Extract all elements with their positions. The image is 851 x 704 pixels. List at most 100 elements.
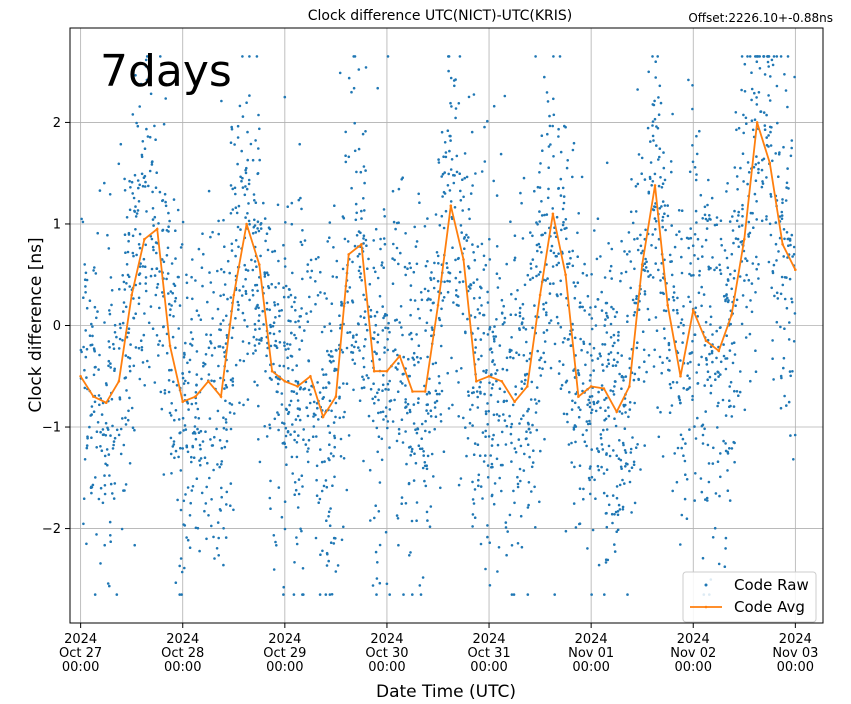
code-raw-point — [357, 68, 361, 71]
code-raw-point — [561, 186, 565, 190]
code-raw-point — [109, 540, 112, 543]
code-raw-point — [636, 443, 639, 446]
code-raw-point — [777, 250, 780, 253]
code-raw-point — [614, 424, 618, 428]
code-raw-point — [319, 270, 322, 274]
code-raw-point — [152, 224, 155, 227]
code-raw-point — [624, 411, 627, 414]
code-raw-point — [277, 413, 280, 417]
code-raw-point — [151, 245, 155, 249]
code-raw-point — [155, 334, 159, 337]
code-raw-point — [671, 295, 675, 299]
code-raw-point — [790, 139, 794, 142]
code-raw-point — [726, 450, 729, 454]
code-raw-point — [414, 245, 418, 248]
code-raw-point — [516, 542, 520, 545]
code-raw-point — [112, 342, 115, 346]
code-raw-point — [254, 349, 257, 352]
code-raw-point — [542, 307, 545, 311]
code-raw-point — [493, 340, 496, 343]
code-raw-point — [190, 460, 193, 464]
code-raw-point — [592, 402, 596, 406]
code-raw-point — [609, 264, 613, 268]
code-raw-point — [218, 465, 221, 469]
x-tick-label: Oct 29 — [263, 646, 306, 661]
code-raw-point — [661, 455, 665, 458]
code-raw-point — [637, 308, 641, 312]
code-raw-point — [751, 262, 755, 265]
code-raw-point — [189, 501, 192, 505]
code-raw-point — [493, 363, 496, 366]
code-raw-point — [726, 182, 729, 185]
code-raw-point — [136, 209, 140, 212]
code-raw-point — [735, 390, 739, 393]
code-raw-point — [538, 171, 541, 174]
code-raw-point — [162, 122, 166, 126]
code-avg-point — [309, 375, 312, 378]
code-raw-point — [586, 351, 589, 354]
code-raw-point — [101, 501, 105, 505]
code-raw-point — [444, 155, 448, 159]
code-raw-point — [783, 73, 786, 76]
code-raw-point — [283, 265, 287, 268]
code-raw-point — [474, 172, 477, 175]
code-raw-point — [772, 378, 775, 381]
code-raw-point — [684, 442, 687, 445]
code-raw-point — [290, 222, 294, 226]
code-raw-point — [201, 232, 204, 235]
code-raw-point — [301, 277, 304, 281]
code-raw-point — [783, 297, 787, 301]
code-raw-point — [594, 324, 598, 327]
code-raw-point — [179, 246, 183, 249]
code-raw-point — [450, 105, 453, 108]
code-raw-point — [688, 170, 692, 174]
code-raw-point — [448, 149, 451, 153]
code-raw-point — [377, 388, 381, 391]
code-raw-point — [755, 255, 758, 259]
code-raw-point — [590, 395, 594, 398]
code-raw-point — [163, 389, 167, 392]
code-raw-point — [659, 410, 662, 414]
code-raw-point — [351, 358, 355, 362]
code-raw-point — [338, 386, 341, 389]
code-raw-point — [766, 60, 770, 64]
code-raw-point — [754, 291, 757, 294]
code-raw-point — [412, 422, 416, 425]
code-raw-point — [543, 213, 546, 217]
code-raw-point — [220, 495, 223, 499]
code-raw-point — [124, 251, 127, 254]
code-raw-point — [677, 395, 681, 398]
code-raw-point — [465, 239, 469, 242]
code-raw-point — [97, 497, 101, 501]
code-raw-point — [734, 304, 737, 308]
code-raw-point — [583, 309, 586, 312]
code-raw-point — [453, 174, 456, 177]
code-raw-point — [241, 285, 245, 288]
code-raw-point — [134, 312, 137, 316]
code-raw-point — [757, 171, 760, 175]
code-raw-point — [388, 399, 392, 403]
code-raw-point — [616, 339, 620, 342]
code-raw-point — [382, 374, 385, 377]
code-raw-point — [374, 227, 378, 231]
code-raw-point — [649, 161, 653, 164]
code-raw-point — [613, 513, 616, 516]
code-raw-point — [85, 306, 89, 310]
code-raw-point — [329, 507, 332, 510]
code-raw-point — [324, 373, 328, 376]
code-raw-point — [191, 445, 195, 449]
code-raw-point — [374, 550, 378, 554]
code-raw-point — [382, 266, 386, 270]
code-raw-point — [771, 339, 774, 342]
code-raw-point — [181, 220, 185, 224]
code-raw-point — [187, 408, 190, 411]
code-raw-point — [448, 280, 452, 283]
code-raw-point — [312, 415, 315, 418]
code-raw-point — [412, 479, 416, 482]
code-raw-point — [280, 309, 284, 312]
code-raw-point — [529, 431, 532, 434]
code-raw-point — [643, 269, 647, 272]
code-raw-point — [749, 379, 752, 383]
code-raw-point — [588, 419, 591, 423]
code-raw-point — [265, 271, 269, 275]
